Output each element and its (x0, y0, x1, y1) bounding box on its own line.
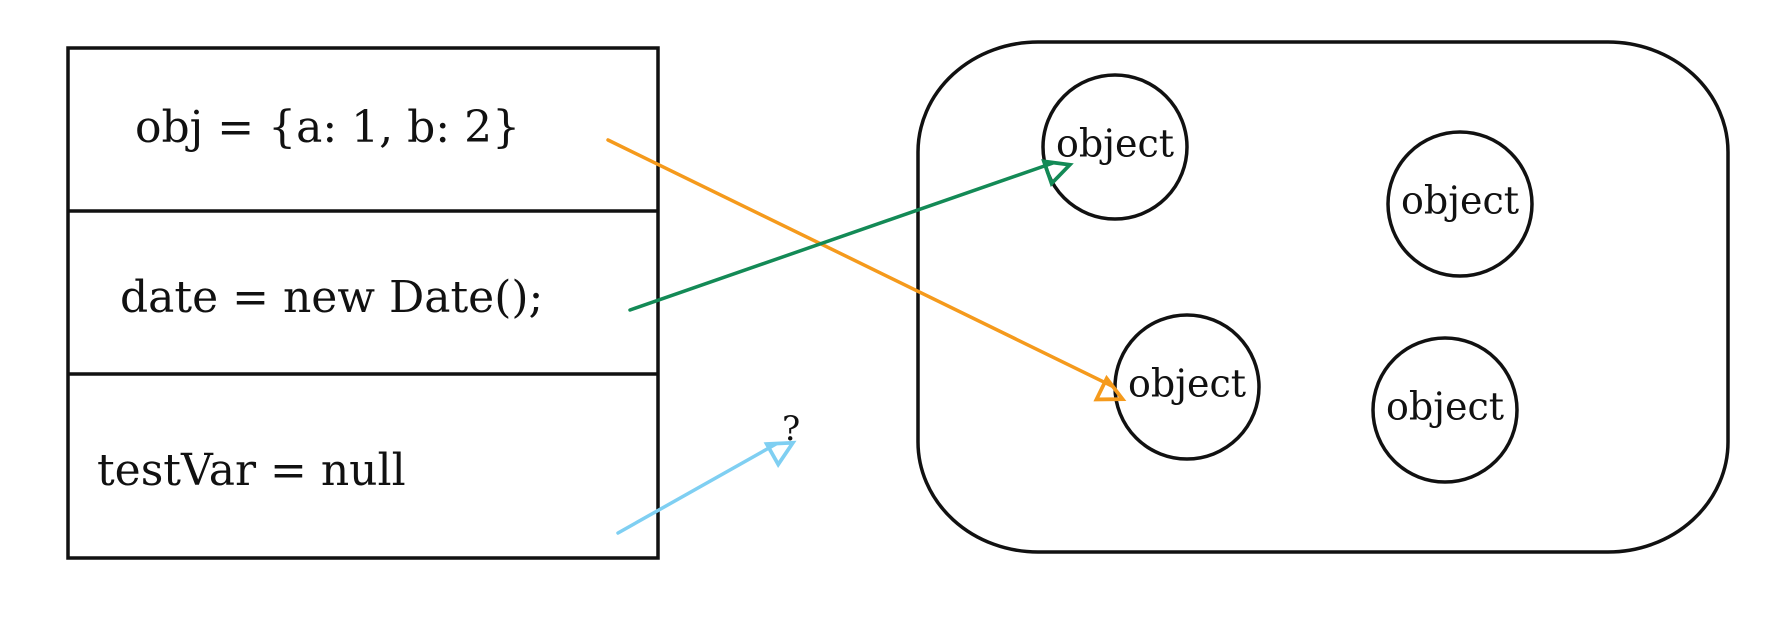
heap-object-label: object (1386, 385, 1504, 429)
stack-row-obj: obj = {a: 1, b: 2} (135, 102, 520, 153)
heap-object: object (1371, 336, 1519, 484)
heap-region: object object object object (916, 40, 1730, 554)
stack-row-testvar: testVar = null (97, 445, 406, 496)
variable-stack: obj = {a: 1, b: 2} date = new Date(); te… (66, 46, 660, 560)
null-target-question-mark: ? (782, 409, 800, 449)
stack-frame (66, 46, 660, 560)
heap-frame (916, 40, 1730, 554)
heap-object: object (1041, 73, 1189, 221)
heap-object-label: object (1401, 179, 1519, 223)
heap-object: object (1113, 313, 1261, 461)
null-reference-arrow (616, 440, 797, 535)
obj-reference-arrow (606, 138, 1127, 402)
date-reference-arrow (628, 159, 1074, 312)
stack-row-date: date = new Date(); (120, 272, 543, 323)
heap-object-label: object (1128, 362, 1246, 406)
heap-object: object (1386, 130, 1534, 278)
heap-object-label: object (1056, 122, 1174, 166)
